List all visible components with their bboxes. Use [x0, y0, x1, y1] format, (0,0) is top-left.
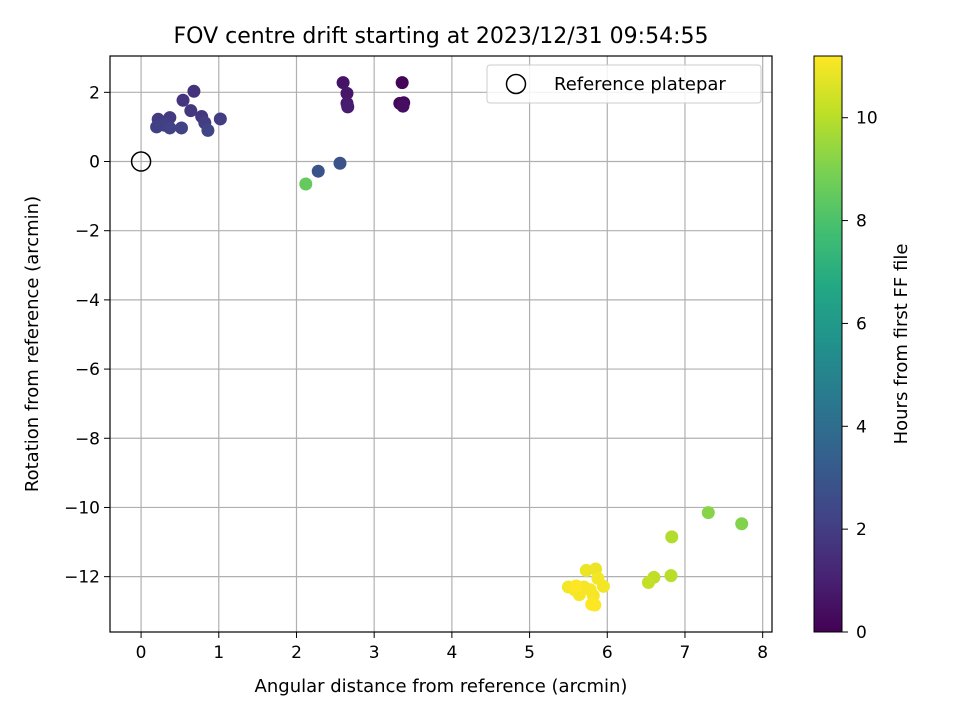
plot-frame: [109, 55, 773, 633]
data-point: [333, 156, 347, 170]
x-tick-label: 3: [369, 643, 380, 663]
data-point: [184, 104, 198, 118]
data-point: [735, 517, 749, 531]
x-tick-label: 6: [602, 643, 613, 663]
x-tick-label: 7: [680, 643, 691, 663]
y-tick-label: −4: [75, 291, 100, 311]
data-point: [187, 84, 201, 98]
y-tick-label: −8: [75, 429, 100, 449]
colorbar-tick-label: 2: [856, 520, 867, 540]
y-tick-label: −6: [75, 360, 100, 380]
y-tick-label: 2: [89, 83, 100, 103]
colorbar-tick-label: 6: [856, 314, 867, 334]
y-tick-label: 0: [89, 153, 100, 173]
data-point: [395, 76, 409, 90]
data-point: [201, 123, 215, 137]
data-point: [336, 76, 350, 90]
data-point: [701, 506, 715, 520]
reference-platepar-marker: [130, 151, 152, 172]
data-point: [641, 576, 655, 590]
data-point: [163, 121, 177, 135]
data-point: [569, 579, 583, 593]
data-point: [299, 177, 313, 191]
x-tick-label: 5: [524, 643, 535, 663]
legend-label-reference: Reference platepar: [554, 74, 726, 95]
data-point: [665, 530, 679, 544]
colorbar-tick-label: 4: [856, 417, 867, 437]
grid-lines: [110, 56, 772, 632]
x-tick-label: 1: [213, 643, 224, 663]
y-axis-ticks: 2 0 −2 −4 −6 −8 −10 −12: [64, 83, 110, 588]
data-point: [396, 99, 410, 113]
colorbar-ticks: 0 2 4 6 8 10: [842, 109, 878, 643]
x-tick-label: 4: [446, 643, 457, 663]
reference-marker-layer: [130, 151, 152, 172]
x-axis-ticks: 0 1 2 3 4 5 6 7 8: [136, 632, 768, 663]
colorbar-tick-label: 10: [856, 109, 878, 129]
x-tick-label: 2: [291, 643, 302, 663]
data-point: [174, 121, 188, 135]
data-point: [340, 86, 354, 100]
data-point: [341, 100, 355, 114]
colorbar-gradient: [813, 55, 843, 633]
colorbar-tick-label: 8: [856, 212, 867, 232]
colorbar-label: Hours from first FF file: [891, 244, 912, 445]
legend: Reference platepar: [486, 64, 762, 104]
y-tick-label: −12: [64, 568, 100, 588]
data-point: [664, 569, 678, 583]
legend-box: [486, 64, 762, 104]
colorbar: 0 2 4 6 8 10 Hours from first FF file: [813, 55, 912, 643]
data-points: [150, 76, 749, 612]
data-point: [588, 598, 602, 612]
legend-reference-marker: [505, 73, 527, 95]
x-tick-label: 8: [757, 643, 768, 663]
x-tick-label: 0: [136, 643, 147, 663]
data-point: [213, 112, 227, 126]
y-axis-label: Rotation from reference (arcmin): [22, 196, 43, 492]
colorbar-tick-label: 0: [856, 623, 867, 643]
data-point: [311, 164, 325, 178]
chart-title: FOV centre drift starting at 2023/12/31 …: [174, 24, 709, 49]
y-tick-label: −10: [64, 498, 100, 518]
data-point: [176, 93, 190, 107]
data-point: [596, 579, 610, 593]
y-tick-label: −2: [75, 222, 100, 242]
x-axis-label: Angular distance from reference (arcmin): [255, 676, 628, 697]
